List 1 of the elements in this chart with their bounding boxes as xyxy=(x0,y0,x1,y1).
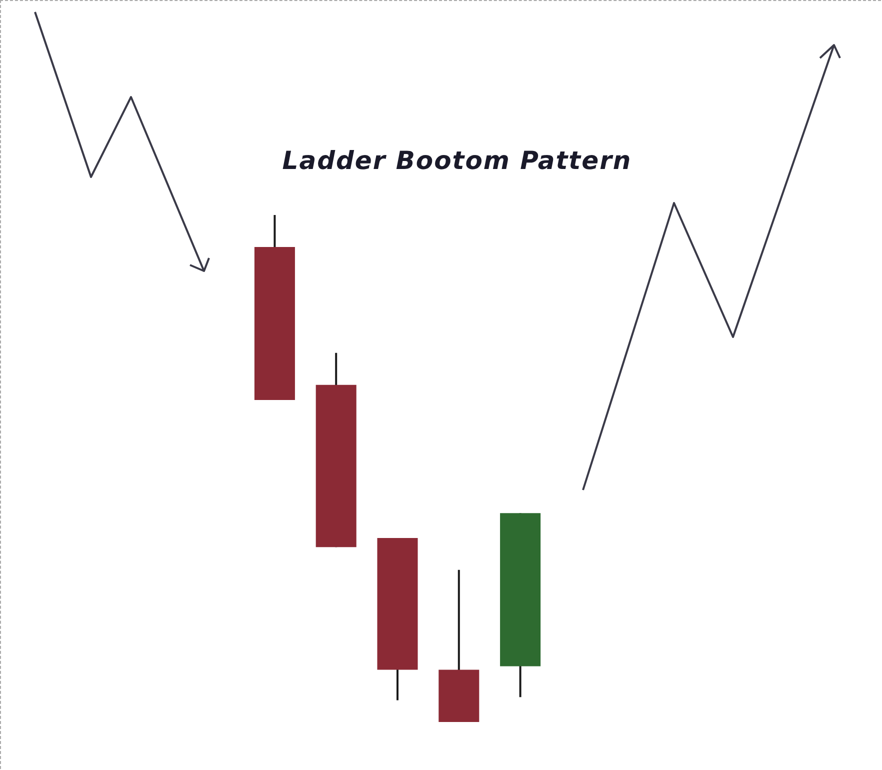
chart-title: Ladder Bootom Pattern xyxy=(281,146,633,175)
